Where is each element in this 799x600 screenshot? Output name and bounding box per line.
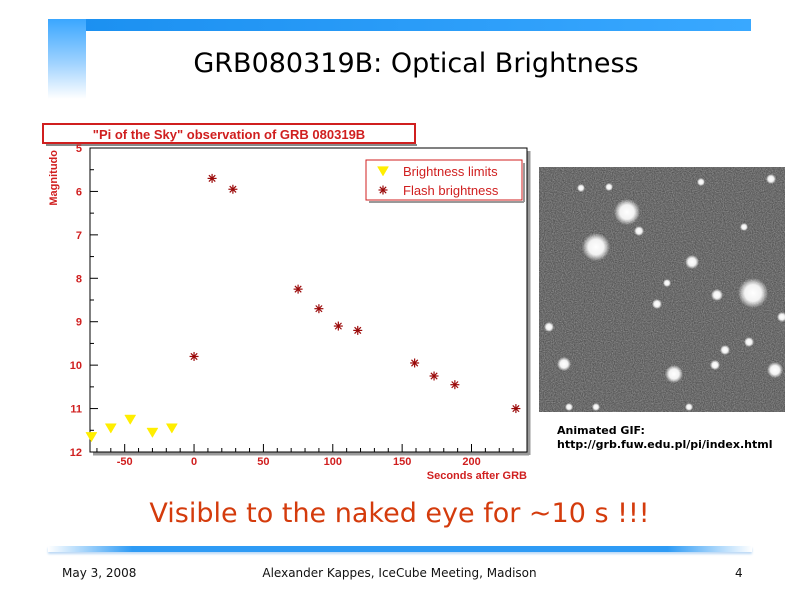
star-dot bbox=[766, 174, 776, 184]
y-tick-label: 8 bbox=[76, 273, 82, 285]
data-point-flash bbox=[353, 325, 363, 335]
data-point-flash bbox=[450, 380, 460, 390]
image-caption: Animated GIF: http://grb.fuw.edu.pl/pi/i… bbox=[557, 424, 772, 452]
star-dot bbox=[710, 360, 720, 370]
x-tick-label: 200 bbox=[462, 456, 480, 468]
top-accent-bar bbox=[48, 19, 751, 31]
image-caption-url: http://grb.fuw.edu.pl/pi/index.html bbox=[557, 438, 773, 451]
data-point-flash bbox=[207, 173, 217, 183]
brightness-chart: "Pi of the Sky" observation of GRB 08031… bbox=[42, 123, 531, 482]
x-tick-label: 150 bbox=[393, 456, 411, 468]
image-caption-label: Animated GIF: bbox=[557, 424, 645, 437]
data-point-flash bbox=[293, 284, 303, 294]
data-point-limit bbox=[146, 427, 159, 438]
data-point-limit bbox=[124, 414, 137, 425]
bottom-accent-bar bbox=[48, 546, 752, 552]
star-dot bbox=[685, 403, 693, 411]
star-dot bbox=[738, 278, 768, 308]
footer-date: May 3, 2008 bbox=[62, 566, 137, 580]
data-point-flash bbox=[314, 304, 324, 314]
data-point-limit bbox=[85, 432, 98, 443]
star-dot bbox=[577, 184, 585, 192]
data-point-flash bbox=[228, 184, 238, 194]
sky-image bbox=[539, 167, 785, 412]
x-axis-label: Seconds after GRB bbox=[427, 470, 527, 482]
star-dot bbox=[685, 255, 699, 269]
x-tick-label: -50 bbox=[117, 456, 133, 468]
y-tick-label: 9 bbox=[76, 317, 82, 329]
star-dot bbox=[711, 289, 723, 301]
footer-author: Alexander Kappes, IceCube Meeting, Madis… bbox=[262, 566, 537, 580]
star-dot bbox=[767, 362, 783, 378]
legend-label: Flash brightness bbox=[403, 183, 499, 198]
star-dot bbox=[557, 357, 571, 371]
footer-page-number: 4 bbox=[735, 566, 743, 580]
legend-marker-flash bbox=[378, 185, 388, 195]
x-tick-label: 0 bbox=[191, 456, 197, 468]
star-dot bbox=[652, 299, 662, 309]
legend-box bbox=[365, 159, 523, 201]
y-tick-label: 11 bbox=[70, 404, 82, 416]
y-axis-label: Magnitudo bbox=[48, 150, 60, 206]
slide-title: GRB080319B: Optical Brightness bbox=[193, 48, 639, 79]
chart-title-box bbox=[42, 123, 416, 144]
chart-title: "Pi of the Sky" observation of GRB 08031… bbox=[93, 127, 365, 142]
star-dot bbox=[777, 312, 785, 322]
data-point-flash bbox=[189, 351, 199, 361]
data-point-flash bbox=[410, 358, 420, 368]
y-tick-label: 10 bbox=[70, 360, 82, 372]
data-point-limit bbox=[104, 423, 117, 434]
data-point-flash bbox=[333, 321, 343, 331]
star-dot bbox=[614, 199, 640, 225]
legend-label: Brightness limits bbox=[403, 164, 498, 179]
x-tick-label: 50 bbox=[257, 456, 269, 468]
star-dot bbox=[634, 226, 644, 236]
y-tick-label: 6 bbox=[76, 186, 82, 198]
data-point-flash bbox=[429, 371, 439, 381]
headline-text: Visible to the naked eye for ~10 s !!! bbox=[149, 498, 650, 529]
star-dot bbox=[582, 233, 610, 261]
star-dot bbox=[740, 223, 748, 231]
star-dot bbox=[565, 403, 573, 411]
y-tick-label: 5 bbox=[76, 143, 82, 155]
star-dot bbox=[720, 345, 730, 355]
star-dot bbox=[663, 279, 671, 287]
top-corner-accent bbox=[48, 19, 86, 99]
y-tick-label: 7 bbox=[76, 230, 82, 242]
star-dot bbox=[544, 322, 554, 332]
star-dot bbox=[605, 183, 613, 191]
legend-marker-limit bbox=[377, 166, 389, 177]
data-point-flash bbox=[511, 404, 521, 414]
x-tick-label: 100 bbox=[324, 456, 342, 468]
star-dot bbox=[744, 337, 754, 347]
star-dot bbox=[665, 365, 683, 383]
y-tick-label: 12 bbox=[70, 447, 82, 459]
data-point-limit bbox=[165, 423, 178, 434]
star-dot bbox=[592, 403, 600, 411]
star-dot bbox=[697, 178, 705, 186]
